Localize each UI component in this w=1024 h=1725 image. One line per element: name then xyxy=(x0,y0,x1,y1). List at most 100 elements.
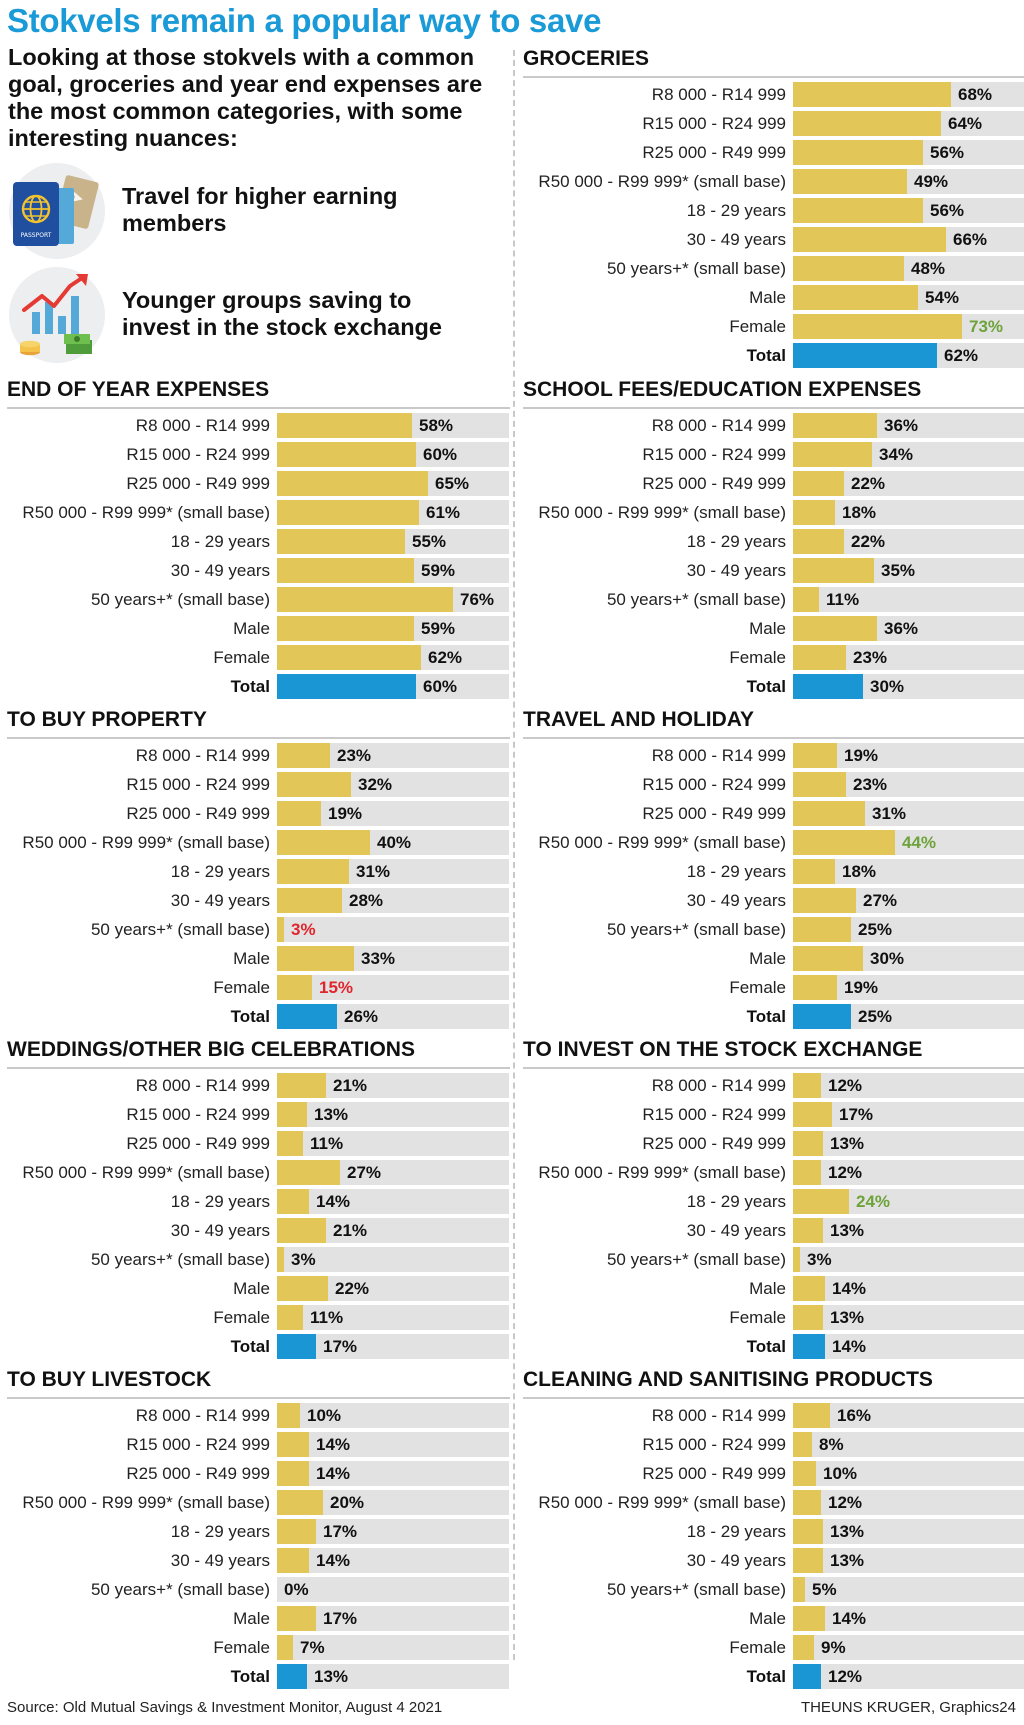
bar-track: 14% xyxy=(793,1276,1024,1301)
bar-track: 12% xyxy=(793,1160,1024,1185)
bar-track: 23% xyxy=(793,772,1024,797)
bar-row: R25 000 - R49 999 10% xyxy=(523,1459,1024,1488)
bar-track: 59% xyxy=(277,616,509,641)
bar-value-label: 60% xyxy=(423,445,458,464)
bar xyxy=(793,1490,821,1515)
panel-rule xyxy=(523,1067,1024,1069)
bar-track: 25% xyxy=(793,917,1024,942)
bar-label: Female xyxy=(213,1638,270,1657)
bar-row: Male 36% xyxy=(523,614,1024,643)
bar xyxy=(793,1461,816,1486)
bar-track: 10% xyxy=(277,1403,509,1428)
bar-row: R8 000 - R14 999 58% xyxy=(7,411,512,440)
bar-value-label: 13% xyxy=(830,1221,865,1240)
bar-value-label: 14% xyxy=(316,1192,351,1211)
bar-track: 18% xyxy=(793,500,1024,525)
panel-cleaning-products: CLEANING AND SANITISING PRODUCTS R8 000 … xyxy=(523,1368,1024,1698)
bar-track: 61% xyxy=(277,500,509,525)
bar-value-label: 3% xyxy=(807,1250,832,1269)
bar-row: 18 - 29 years 14% xyxy=(7,1187,512,1216)
bar-row: 30 - 49 years 13% xyxy=(523,1216,1024,1245)
bar xyxy=(277,917,284,942)
bar-track: 40% xyxy=(277,830,509,855)
bar xyxy=(793,888,856,913)
bar-label: R8 000 - R14 999 xyxy=(651,1406,786,1425)
bar-track: 32% xyxy=(277,772,509,797)
bar-row-total: Total 14% xyxy=(523,1332,1024,1361)
bar xyxy=(793,1305,823,1330)
bar xyxy=(793,1432,812,1457)
passport-icon: PASSPORT xyxy=(8,162,106,265)
bar-label: 50 years+* (small base) xyxy=(606,1250,786,1269)
bar-value-label: 62% xyxy=(428,648,463,667)
bar-track: 48% xyxy=(793,256,1024,281)
bar-value-label: 30% xyxy=(870,949,905,968)
source-note: Source: Old Mutual Savings & Investment … xyxy=(7,1699,443,1716)
panel-title: END OF YEAR EXPENSES xyxy=(7,378,270,401)
bar xyxy=(793,1548,823,1573)
bar-label: Female xyxy=(213,978,270,997)
bar-label: R8 000 - R14 999 xyxy=(135,1076,270,1095)
bar-track: 18% xyxy=(793,859,1024,884)
bar-value-label: 11% xyxy=(310,1134,344,1153)
bar-total xyxy=(793,1334,825,1359)
bar-label: Male xyxy=(233,1279,270,1298)
bar-label: R8 000 - R14 999 xyxy=(651,1076,786,1095)
bar-value-label: 25% xyxy=(858,920,893,939)
bar-label: Total xyxy=(230,1667,270,1686)
bar-track: 14% xyxy=(277,1461,509,1486)
panel-title: SCHOOL FEES/EDUCATION EXPENSES xyxy=(523,378,922,401)
intro-text: Looking at those stokvels with a common … xyxy=(8,44,483,151)
bar-total xyxy=(793,1004,851,1029)
bar-row: 18 - 29 years 17% xyxy=(7,1517,512,1546)
bar-label: R15 000 - R24 999 xyxy=(642,775,786,794)
bar-track: 14% xyxy=(793,1334,1024,1359)
bar-row: Male 14% xyxy=(523,1274,1024,1303)
bar-value-label: 5% xyxy=(812,1580,837,1599)
bar-label: 50 years+* (small base) xyxy=(90,590,270,609)
bar-label: 50 years+* (small base) xyxy=(606,590,786,609)
bar-row: 30 - 49 years 66% xyxy=(523,225,1024,254)
bar-track: 34% xyxy=(793,442,1024,467)
bar-track: 13% xyxy=(793,1519,1024,1544)
bar-track: 22% xyxy=(793,529,1024,554)
bar-row-total: Total 26% xyxy=(7,1002,512,1031)
bar-row: 18 - 29 years 55% xyxy=(7,527,512,556)
bar-value-label: 32% xyxy=(358,775,393,794)
bar-value-label: 55% xyxy=(412,532,447,551)
bar-label: 18 - 29 years xyxy=(686,1522,786,1541)
bar-track: 60% xyxy=(277,442,509,467)
bar-track: 23% xyxy=(793,645,1024,670)
bar-value-label: 49% xyxy=(914,172,949,191)
bar-row: 30 - 49 years 14% xyxy=(7,1546,512,1575)
bar-label: 30 - 49 years xyxy=(170,891,270,910)
bar xyxy=(277,1403,300,1428)
bar-row: 18 - 29 years 22% xyxy=(523,527,1024,556)
bar-track: 0% xyxy=(277,1577,509,1602)
bar-label: R50 000 - R99 999* (small base) xyxy=(538,1163,786,1182)
bar-row: R25 000 - R49 999 13% xyxy=(523,1129,1024,1158)
bar-row: 18 - 29 years 31% xyxy=(7,857,512,886)
bar-label: 50 years+* (small base) xyxy=(606,920,786,939)
bar xyxy=(793,1102,832,1127)
bar-value-label: 68% xyxy=(958,85,993,104)
bar xyxy=(793,558,874,583)
bar xyxy=(793,1131,823,1156)
bar-value-label: 54% xyxy=(925,288,960,307)
bar-row: Female 7% xyxy=(7,1633,512,1662)
bar-track: 15% xyxy=(277,975,509,1000)
bar-label: R50 000 - R99 999* (small base) xyxy=(22,1163,270,1182)
bar xyxy=(277,830,370,855)
bar-row: 30 - 49 years 27% xyxy=(523,886,1024,915)
bar xyxy=(277,772,351,797)
bar-row: R15 000 - R24 999 32% xyxy=(7,770,512,799)
bar-row: R8 000 - R14 999 12% xyxy=(523,1071,1024,1100)
bar-label: R25 000 - R49 999 xyxy=(126,1464,270,1483)
bar xyxy=(793,442,872,467)
bar-value-label: 3% xyxy=(291,1250,316,1269)
bar-track: 13% xyxy=(277,1102,509,1127)
bar-value-label: 8% xyxy=(819,1435,844,1454)
bar-value-label: 19% xyxy=(844,746,879,765)
bar-row: 30 - 49 years 59% xyxy=(7,556,512,585)
bar-value-label: 18% xyxy=(842,503,877,522)
